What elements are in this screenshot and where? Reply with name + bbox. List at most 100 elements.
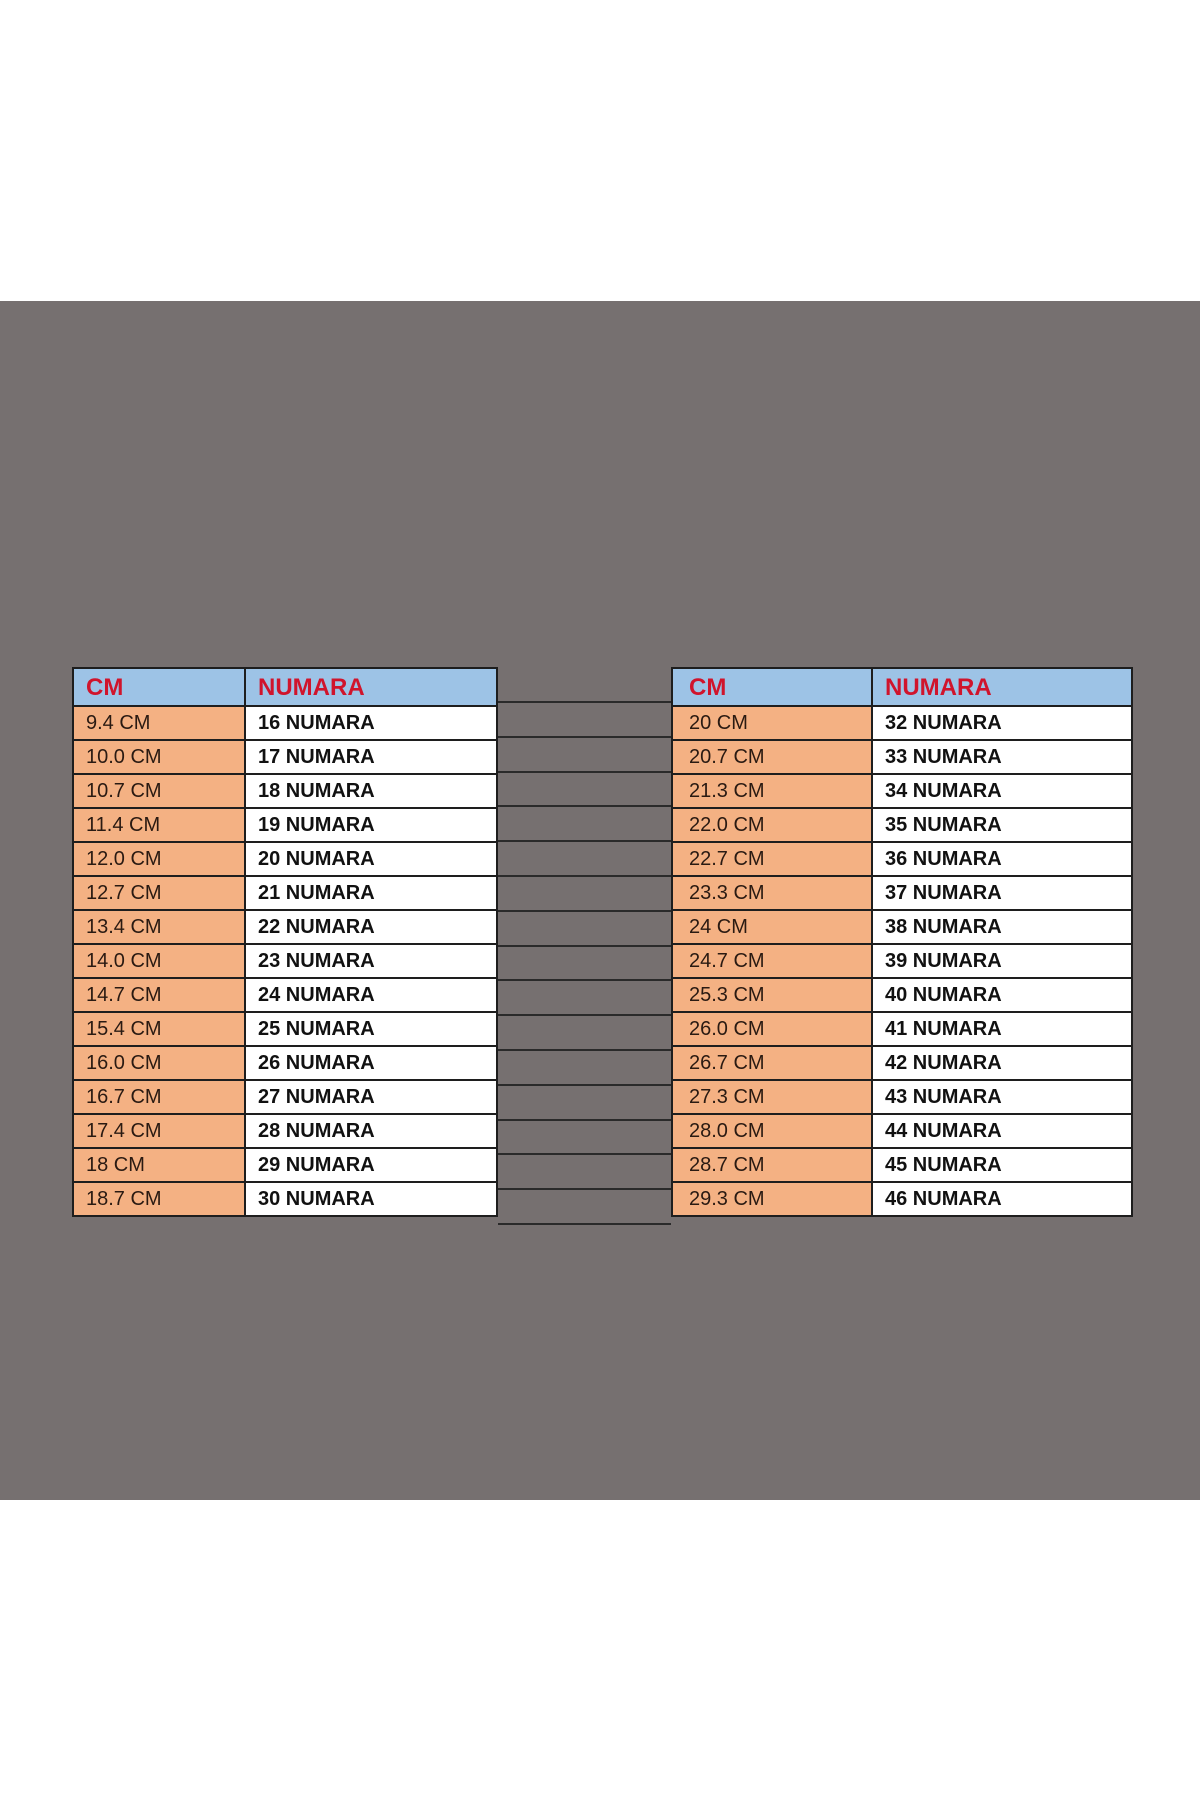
table-row: 21.3 CM 34 NUMARA xyxy=(671,773,1133,809)
table-row: 14.0 CM 23 NUMARA xyxy=(72,943,498,979)
numara-cell: 29 NUMARA xyxy=(244,1147,498,1183)
table-row: 18.7 CM 30 NUMARA xyxy=(72,1181,498,1217)
cm-cell: 17.4 CM xyxy=(72,1113,246,1149)
spacer-row xyxy=(498,842,671,877)
table-row: 28.7 CM 45 NUMARA xyxy=(671,1147,1133,1183)
spacer-row xyxy=(498,1051,671,1086)
numara-cell: 33 NUMARA xyxy=(871,739,1133,775)
spacer-row xyxy=(498,981,671,1017)
cm-cell: 12.0 CM xyxy=(72,841,246,877)
spacer-row xyxy=(498,1016,671,1051)
cm-cell: 23.3 CM xyxy=(671,875,873,911)
table-row: 23.3 CM 37 NUMARA xyxy=(671,875,1133,911)
table-row: 27.3 CM 43 NUMARA xyxy=(671,1079,1133,1115)
numara-cell: 27 NUMARA xyxy=(244,1079,498,1115)
table-row: 28.0 CM 44 NUMARA xyxy=(671,1113,1133,1149)
numara-cell: 45 NUMARA xyxy=(871,1147,1133,1183)
table-row: 16.7 CM 27 NUMARA xyxy=(72,1079,498,1115)
cm-cell: 25.3 CM xyxy=(671,977,873,1013)
numara-cell: 23 NUMARA xyxy=(244,943,498,979)
numara-cell: 32 NUMARA xyxy=(871,705,1133,741)
numara-cell: 20 NUMARA xyxy=(244,841,498,877)
table-row: 24 CM 38 NUMARA xyxy=(671,909,1133,945)
spacer-row xyxy=(498,807,671,843)
spacer-row xyxy=(498,773,671,808)
spacer-row xyxy=(498,877,671,912)
numara-cell: 42 NUMARA xyxy=(871,1045,1133,1081)
header-row: CM NUMARA xyxy=(671,667,1133,707)
numara-cell: 18 NUMARA xyxy=(244,773,498,809)
cm-cell: 15.4 CM xyxy=(72,1011,246,1047)
header-cm: CM xyxy=(72,667,246,707)
spacer-row xyxy=(498,1190,671,1225)
cm-cell: 20.7 CM xyxy=(671,739,873,775)
cm-cell: 24 CM xyxy=(671,909,873,945)
numara-cell: 34 NUMARA xyxy=(871,773,1133,809)
table-row: 29.3 CM 46 NUMARA xyxy=(671,1181,1133,1217)
cm-cell: 16.7 CM xyxy=(72,1079,246,1115)
cm-cell: 21.3 CM xyxy=(671,773,873,809)
table-row: 18 CM 29 NUMARA xyxy=(72,1147,498,1183)
numara-cell: 21 NUMARA xyxy=(244,875,498,911)
numara-cell: 39 NUMARA xyxy=(871,943,1133,979)
numara-cell: 16 NUMARA xyxy=(244,705,498,741)
header-cm: CM xyxy=(671,667,873,707)
cm-cell: 26.0 CM xyxy=(671,1011,873,1047)
table-row: 22.7 CM 36 NUMARA xyxy=(671,841,1133,877)
numara-cell: 40 NUMARA xyxy=(871,977,1133,1013)
numara-cell: 24 NUMARA xyxy=(244,977,498,1013)
table-row: 11.4 CM 19 NUMARA xyxy=(72,807,498,843)
numara-cell: 43 NUMARA xyxy=(871,1079,1133,1115)
numara-cell: 38 NUMARA xyxy=(871,909,1133,945)
spacer-row xyxy=(498,1155,671,1191)
size-table-left: CM NUMARA 9.4 CM 16 NUMARA 10.0 CM 17 NUMARA 1… xyxy=(72,667,498,1217)
spacer-row xyxy=(498,912,671,947)
table-row: 9.4 CM 16 NUMARA xyxy=(72,705,498,741)
size-table-right: CM NUMARA 20 CM 32 NUMARA 20.7 CM 33 NUMARA 21… xyxy=(671,667,1133,1217)
spacer-row xyxy=(498,667,671,703)
cm-cell: 18 CM xyxy=(72,1147,246,1183)
header-row: CM NUMARA xyxy=(72,667,498,707)
cm-cell: 14.7 CM xyxy=(72,977,246,1013)
cm-cell: 16.0 CM xyxy=(72,1045,246,1081)
table-row: 12.7 CM 21 NUMARA xyxy=(72,875,498,911)
spacer-row xyxy=(498,1121,671,1156)
table-row: 14.7 CM 24 NUMARA xyxy=(72,977,498,1013)
table-row: 17.4 CM 28 NUMARA xyxy=(72,1113,498,1149)
spacer-row xyxy=(498,1086,671,1121)
numara-cell: 28 NUMARA xyxy=(244,1113,498,1149)
cm-cell: 14.0 CM xyxy=(72,943,246,979)
table-row: 12.0 CM 20 NUMARA xyxy=(72,841,498,877)
cm-cell: 10.7 CM xyxy=(72,773,246,809)
cm-cell: 13.4 CM xyxy=(72,909,246,945)
spacer-column xyxy=(498,667,671,1225)
cm-cell: 9.4 CM xyxy=(72,705,246,741)
header-numara: NUMARA xyxy=(244,667,498,707)
cm-cell: 28.7 CM xyxy=(671,1147,873,1183)
table-row: 16.0 CM 26 NUMARA xyxy=(72,1045,498,1081)
spacer-row xyxy=(498,947,671,982)
table-row: 10.7 CM 18 NUMARA xyxy=(72,773,498,809)
cm-cell: 18.7 CM xyxy=(72,1181,246,1217)
cm-cell: 10.0 CM xyxy=(72,739,246,775)
table-row: 22.0 CM 35 NUMARA xyxy=(671,807,1133,843)
numara-cell: 26 NUMARA xyxy=(244,1045,498,1081)
numara-cell: 46 NUMARA xyxy=(871,1181,1133,1217)
numara-cell: 36 NUMARA xyxy=(871,841,1133,877)
numara-cell: 41 NUMARA xyxy=(871,1011,1133,1047)
cm-cell: 26.7 CM xyxy=(671,1045,873,1081)
cm-cell: 11.4 CM xyxy=(72,807,246,843)
cm-cell: 28.0 CM xyxy=(671,1113,873,1149)
table-row: 20.7 CM 33 NUMARA xyxy=(671,739,1133,775)
numara-cell: 19 NUMARA xyxy=(244,807,498,843)
cm-cell: 20 CM xyxy=(671,705,873,741)
cm-cell: 22.0 CM xyxy=(671,807,873,843)
cm-cell: 22.7 CM xyxy=(671,841,873,877)
table-row: 10.0 CM 17 NUMARA xyxy=(72,739,498,775)
numara-cell: 25 NUMARA xyxy=(244,1011,498,1047)
numara-cell: 30 NUMARA xyxy=(244,1181,498,1217)
numara-cell: 17 NUMARA xyxy=(244,739,498,775)
numara-cell: 44 NUMARA xyxy=(871,1113,1133,1149)
spacer-row xyxy=(498,738,671,773)
cm-cell: 27.3 CM xyxy=(671,1079,873,1115)
